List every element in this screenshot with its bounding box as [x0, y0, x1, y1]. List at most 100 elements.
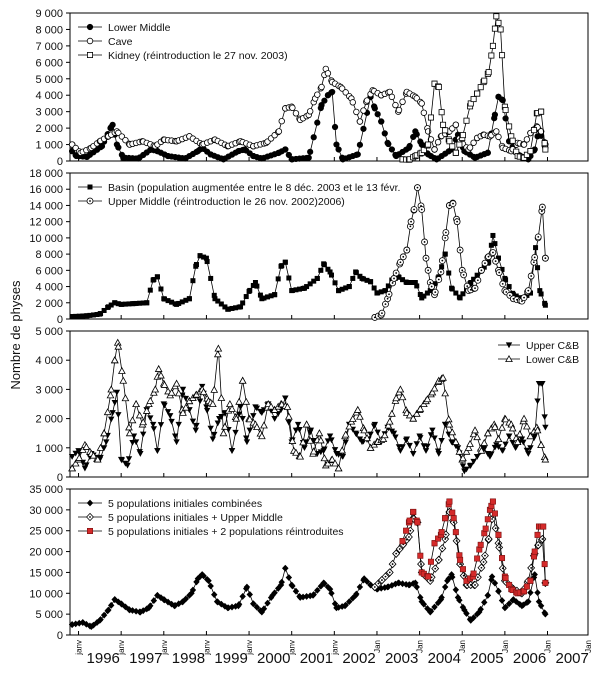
data-point — [464, 443, 473, 451]
year-label: 2005 — [470, 650, 503, 667]
data-point — [382, 288, 388, 294]
data-point — [272, 292, 278, 298]
data-point — [417, 291, 423, 297]
data-point — [502, 441, 509, 448]
y-tick-label: 1 000 — [35, 443, 63, 455]
data-point — [69, 314, 75, 320]
data-point — [110, 356, 119, 364]
y-tick-label: 9 000 — [35, 8, 63, 20]
data-point — [442, 515, 449, 522]
data-point — [452, 586, 460, 594]
data-point — [282, 259, 288, 265]
data-point — [459, 132, 466, 139]
data-point — [302, 420, 311, 428]
data-point-dot — [482, 561, 485, 563]
y-tick-label: 3 000 — [35, 107, 63, 119]
series-1 — [68, 380, 549, 475]
data-point — [149, 421, 157, 428]
data-point — [400, 277, 406, 283]
data-point — [338, 85, 346, 92]
data-point — [396, 274, 402, 280]
data-point — [360, 426, 369, 434]
data-point — [137, 451, 144, 457]
data-point — [477, 84, 484, 91]
data-point-dot — [441, 547, 444, 550]
data-point — [193, 422, 200, 429]
data-point — [392, 394, 401, 402]
data-point — [356, 118, 364, 125]
data-point — [399, 538, 406, 545]
month-label: Jan — [373, 640, 382, 653]
data-point — [452, 149, 459, 156]
year-label: 1996 — [87, 650, 120, 667]
data-point-dot — [386, 297, 389, 300]
data-point — [392, 101, 399, 109]
data-point-dot — [430, 576, 433, 579]
data-point — [109, 121, 116, 128]
data-point — [474, 555, 481, 562]
data-point — [210, 385, 219, 393]
y-tick-label: 0 — [57, 314, 63, 326]
data-point — [211, 431, 218, 438]
data-point — [457, 295, 463, 301]
data-point — [456, 596, 463, 604]
data-point — [488, 451, 495, 458]
data-point-dot — [413, 208, 415, 211]
data-point — [257, 432, 266, 440]
data-point — [489, 498, 496, 505]
data-point — [494, 435, 503, 443]
data-point — [253, 603, 261, 611]
data-point — [416, 404, 425, 412]
data-point — [505, 600, 513, 608]
data-point — [285, 419, 293, 426]
data-point — [345, 422, 354, 430]
data-point — [378, 118, 385, 125]
data-point — [215, 298, 221, 304]
data-point — [339, 286, 345, 292]
data-point — [332, 280, 338, 286]
data-point — [374, 429, 381, 436]
data-point — [328, 455, 337, 463]
data-point — [470, 139, 477, 146]
data-point — [530, 574, 538, 581]
data-point — [201, 254, 207, 260]
data-point-dot — [377, 582, 380, 585]
data-point — [509, 137, 516, 144]
data-point — [125, 456, 133, 463]
data-point — [336, 288, 342, 294]
data-point — [93, 455, 102, 463]
data-point — [420, 147, 427, 154]
data-point — [406, 142, 413, 150]
data-point — [449, 286, 455, 292]
data-point — [174, 389, 183, 397]
data-point — [106, 391, 115, 399]
data-point — [491, 111, 499, 118]
data-point — [410, 451, 417, 457]
data-point — [132, 439, 140, 446]
data-point — [135, 411, 144, 419]
data-point — [466, 144, 474, 151]
data-point — [448, 428, 457, 436]
data-point-dot — [508, 294, 511, 297]
series-2 — [68, 338, 550, 472]
data-point — [211, 591, 218, 599]
data-point — [285, 151, 292, 159]
data-point — [176, 300, 182, 306]
data-point — [498, 423, 506, 431]
data-point — [324, 438, 332, 445]
data-point — [179, 386, 187, 393]
data-point — [240, 300, 246, 306]
data-point — [278, 578, 285, 586]
y-tick-label: 5 000 — [35, 74, 63, 86]
month-label: janv — [75, 640, 84, 656]
data-point — [524, 292, 530, 298]
data-point — [449, 573, 456, 581]
data-point — [506, 123, 513, 130]
data-point — [90, 312, 96, 318]
data-point — [292, 110, 300, 117]
legend: Upper C&B Lower C&B — [498, 340, 579, 366]
data-point — [165, 298, 171, 304]
data-point-dot — [491, 518, 493, 520]
data-point-dot — [476, 576, 479, 579]
